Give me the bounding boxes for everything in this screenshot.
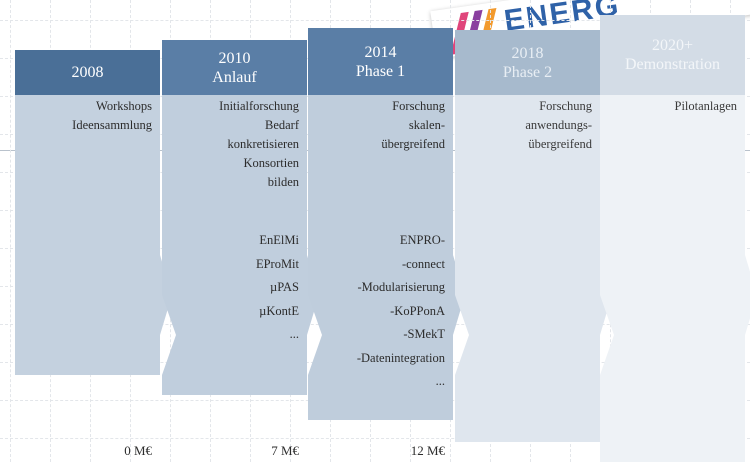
description-text: Forschung xyxy=(539,99,592,113)
column-header: 2014 Phase 1 xyxy=(308,28,453,95)
project-name: ENPRO- xyxy=(399,233,445,247)
description-text: Workshops xyxy=(96,99,152,113)
header-text: 2014 xyxy=(364,43,397,61)
description-text: konkretisieren xyxy=(227,137,299,151)
header-text: 2008 xyxy=(71,64,104,81)
column-body xyxy=(600,95,750,462)
description-text: Bedarf xyxy=(264,118,299,132)
project-name: ... xyxy=(289,327,299,341)
column-header: 2010 Anlauf xyxy=(162,40,307,95)
description-text: skalen- xyxy=(408,118,445,132)
header-text: Anlauf xyxy=(212,68,257,86)
funding-amount: 7 M€ xyxy=(271,443,299,458)
column-body xyxy=(308,95,465,420)
grid-line xyxy=(0,438,750,439)
description-text: übergreifend xyxy=(528,137,592,151)
header-text: 2018 xyxy=(511,44,544,62)
column-header: 2008 xyxy=(15,50,160,95)
header-text: Phase 2 xyxy=(502,63,553,81)
column-header: 2018 Phase 2 xyxy=(455,30,600,95)
column-body xyxy=(15,95,172,375)
project-name: EProMit xyxy=(255,256,299,271)
project-name: -KoPPonA xyxy=(390,303,445,318)
column-body xyxy=(455,95,612,442)
header-text: Demonstration xyxy=(624,56,721,73)
project-name: -Datenintegration xyxy=(356,350,445,365)
column-body xyxy=(162,95,319,395)
grid-line xyxy=(0,20,750,21)
grid-line xyxy=(10,0,11,462)
description-text: bilden xyxy=(267,175,299,189)
project-name: -Modularisierung xyxy=(357,280,445,294)
description-text: anwendungs- xyxy=(525,118,592,132)
header-text: Phase 1 xyxy=(355,62,406,80)
header-text: 2020+ xyxy=(651,37,694,54)
column-header: 2020+ Demonstration xyxy=(600,15,745,95)
project-name: -connect xyxy=(401,256,445,271)
project-name: -SMekT xyxy=(403,327,445,341)
description-text: Ideensammlung xyxy=(72,118,152,132)
description-text: übergreifend xyxy=(381,137,445,151)
project-name: µPAS xyxy=(270,280,299,294)
description-text: Initialforschung xyxy=(219,99,299,113)
project-name: EnElMi xyxy=(259,233,299,247)
project-name: ... xyxy=(435,374,445,388)
funding-amount: 0 M€ xyxy=(124,443,152,458)
description-text: Konsortien xyxy=(243,156,299,170)
description-text: Forschung xyxy=(392,99,445,113)
funding-amount: 12 M€ xyxy=(410,443,445,458)
description-text: Pilotanlagen xyxy=(674,99,738,113)
header-text: 2010 xyxy=(218,49,251,67)
project-name: µKontE xyxy=(259,303,299,318)
